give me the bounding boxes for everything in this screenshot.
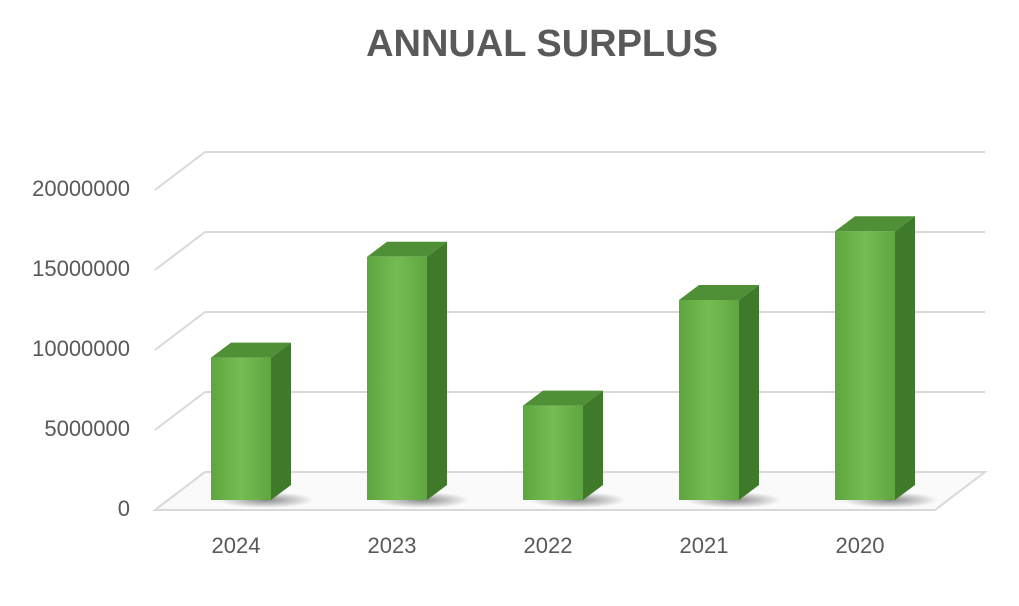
bar bbox=[835, 231, 895, 500]
bar-top bbox=[211, 342, 291, 358]
y-tick-label: 0 bbox=[118, 496, 130, 521]
x-tick-label: 2020 bbox=[836, 533, 885, 558]
bar-top bbox=[679, 285, 759, 300]
bar-side bbox=[895, 216, 915, 500]
bar bbox=[211, 357, 271, 500]
bar bbox=[679, 300, 739, 500]
x-tick-label: 2024 bbox=[212, 533, 261, 558]
x-tick-label: 2022 bbox=[524, 533, 573, 558]
bar-top bbox=[367, 241, 447, 257]
y-tick-label: 10000000 bbox=[32, 336, 130, 361]
bar-side bbox=[427, 241, 447, 501]
x-tick-label: 2023 bbox=[368, 533, 417, 558]
bar bbox=[367, 256, 427, 500]
x-tick-label: 2021 bbox=[680, 533, 729, 558]
y-tick-label: 5000000 bbox=[44, 416, 130, 441]
bar-top bbox=[523, 390, 603, 406]
bar-top bbox=[835, 216, 915, 232]
chart-title: ANNUAL SURPLUS bbox=[366, 23, 718, 65]
bar-side bbox=[271, 342, 291, 500]
y-tick-label: 15000000 bbox=[32, 256, 130, 281]
grid-line bbox=[154, 231, 985, 271]
bar-side bbox=[583, 390, 603, 500]
bar bbox=[523, 405, 583, 500]
bar-side bbox=[739, 285, 759, 500]
grid-line bbox=[154, 151, 985, 191]
y-tick-label: 20000000 bbox=[32, 176, 130, 201]
